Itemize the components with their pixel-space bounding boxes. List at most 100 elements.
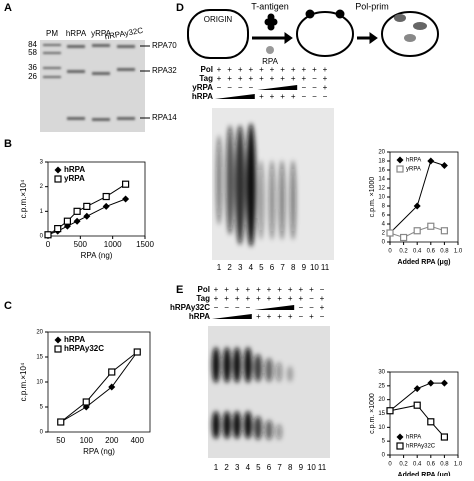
point bbox=[400, 233, 408, 242]
sign: − bbox=[301, 92, 306, 101]
lane-number: 7 bbox=[280, 263, 285, 272]
lane-number: 6 bbox=[267, 463, 272, 472]
lane-number: 5 bbox=[256, 463, 261, 472]
y-tick-label: 2 bbox=[40, 184, 44, 190]
x-tick-label: 0.6 bbox=[427, 462, 436, 468]
legend-label: hRPA bbox=[64, 165, 85, 174]
ramp bbox=[215, 94, 255, 99]
lane-number: 11 bbox=[318, 463, 327, 472]
sign: + bbox=[224, 285, 229, 294]
point bbox=[121, 180, 130, 188]
panel-label: E bbox=[176, 284, 183, 296]
diagram-label: ORIGIN bbox=[204, 15, 233, 24]
y-tick-label: 5 bbox=[382, 439, 386, 445]
gel-d-smears bbox=[216, 123, 296, 247]
lane-number: 3 bbox=[235, 463, 240, 472]
x-tick-label: 0.2 bbox=[399, 249, 408, 255]
sign: + bbox=[323, 74, 328, 83]
sign: − bbox=[227, 83, 232, 92]
sign: − bbox=[245, 303, 250, 312]
y-tick-label: 20 bbox=[378, 150, 385, 156]
sign: + bbox=[238, 65, 243, 74]
panel-label: A bbox=[4, 2, 12, 14]
sign: + bbox=[277, 312, 282, 321]
legend-marker bbox=[396, 433, 404, 441]
sign: + bbox=[323, 83, 328, 92]
gel-e-smears bbox=[212, 347, 293, 440]
lane-label: hRPAy32C bbox=[104, 26, 144, 42]
sign: + bbox=[280, 92, 285, 101]
sign: + bbox=[224, 294, 229, 303]
band-label: RPA32 bbox=[152, 66, 177, 75]
point bbox=[413, 202, 421, 210]
sign: + bbox=[288, 312, 293, 321]
legend-label: hRPA bbox=[406, 158, 421, 164]
point bbox=[57, 418, 65, 426]
panel-label: C bbox=[4, 300, 12, 312]
sign: + bbox=[312, 65, 317, 74]
ramp bbox=[257, 85, 298, 90]
point bbox=[440, 379, 448, 387]
y-tick-label: 15 bbox=[378, 411, 385, 417]
y-tick-label: 3 bbox=[40, 160, 44, 166]
legend-marker bbox=[396, 165, 404, 173]
point bbox=[440, 227, 448, 235]
point bbox=[83, 202, 91, 210]
point bbox=[413, 227, 421, 235]
point bbox=[102, 192, 110, 201]
x-tick-label: 200 bbox=[105, 436, 119, 445]
sign: + bbox=[245, 294, 250, 303]
y-tick-label: 20 bbox=[378, 397, 385, 403]
plot-frame bbox=[47, 161, 146, 237]
point bbox=[122, 195, 130, 203]
point bbox=[102, 202, 110, 210]
x-tick-label: 0.8 bbox=[440, 249, 449, 255]
legend-label: hRPAy32C bbox=[406, 444, 436, 450]
y-axis-label: c.p.m.×10⁴ bbox=[19, 362, 28, 401]
point bbox=[108, 383, 116, 391]
sign: + bbox=[267, 294, 272, 303]
sign: + bbox=[227, 74, 232, 83]
point bbox=[413, 401, 421, 409]
marker-label: 36 bbox=[28, 63, 37, 72]
sign: − bbox=[312, 83, 317, 92]
diagram-label: RPA bbox=[262, 57, 279, 66]
row-label: yRPA bbox=[192, 83, 213, 92]
sign: + bbox=[256, 294, 261, 303]
sign: + bbox=[280, 74, 285, 83]
sign: − bbox=[309, 303, 314, 312]
row-label: Pol bbox=[198, 285, 210, 294]
x-tick-label: 0 bbox=[388, 462, 392, 468]
sign: + bbox=[270, 65, 275, 74]
point bbox=[427, 157, 435, 165]
sign: − bbox=[217, 83, 222, 92]
sign: + bbox=[259, 65, 264, 74]
lane-number: 6 bbox=[270, 263, 275, 272]
point bbox=[386, 407, 394, 415]
x-tick-label: 0.4 bbox=[413, 462, 422, 468]
y-tick-label: 0 bbox=[382, 453, 386, 459]
lane-number: 8 bbox=[291, 263, 296, 272]
legend-marker bbox=[396, 442, 404, 450]
sign: − bbox=[224, 303, 229, 312]
series-line bbox=[60, 351, 138, 423]
panel-label: D bbox=[176, 2, 184, 14]
legend-label: yRPA bbox=[406, 167, 421, 173]
lane-number: 10 bbox=[310, 263, 319, 272]
legend-label: hRPAy32C bbox=[64, 344, 104, 353]
y-axis-label: c.p.m.×10⁴ bbox=[19, 179, 28, 218]
sign: + bbox=[277, 285, 282, 294]
sign: + bbox=[320, 294, 325, 303]
gel-a-bands bbox=[43, 44, 135, 121]
sign: + bbox=[256, 285, 261, 294]
sign: + bbox=[291, 92, 296, 101]
point bbox=[440, 433, 448, 441]
lane-label: PM bbox=[46, 29, 58, 38]
sign: + bbox=[235, 285, 240, 294]
point bbox=[73, 217, 81, 225]
y-tick-label: 10 bbox=[378, 195, 385, 201]
point bbox=[413, 385, 421, 393]
x-axis-label: RPA (ng) bbox=[81, 251, 113, 260]
panel-label: B bbox=[4, 138, 12, 150]
lane-number: 1 bbox=[217, 263, 222, 272]
